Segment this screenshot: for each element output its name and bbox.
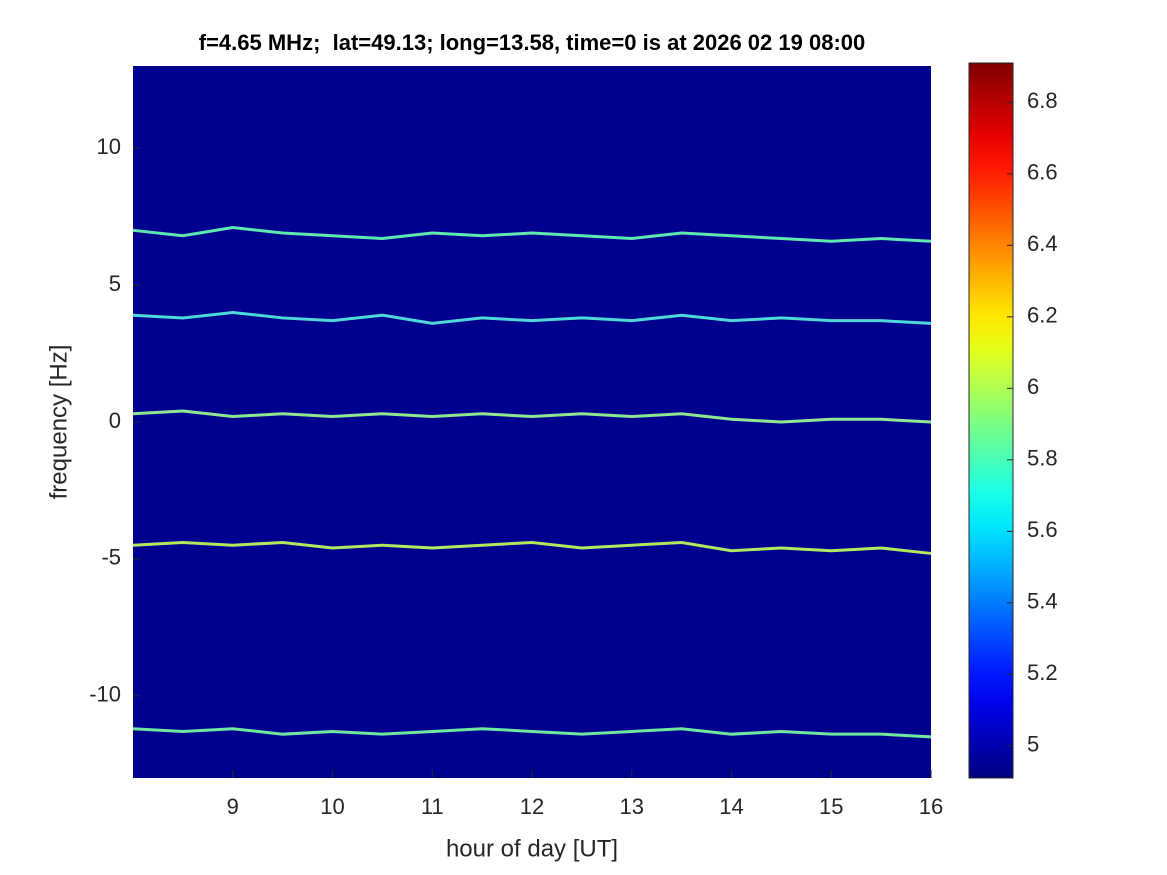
trace	[132, 409, 932, 424]
colorbar-tick-label: 6.8	[1027, 88, 1058, 113]
colorbar-tick-label: 5.4	[1027, 589, 1058, 614]
x-tick-label: 9	[227, 794, 239, 819]
y-axis-label: frequency [Hz]	[45, 345, 72, 500]
x-axis-label: hour of day [UT]	[446, 835, 618, 862]
colorbar-tick-label: 5	[1027, 732, 1039, 757]
colorbar-tick-label: 6.6	[1027, 160, 1058, 185]
y-tick-label: -5	[101, 545, 121, 570]
x-tick-label: 15	[819, 794, 843, 819]
y-tick-label: 5	[109, 271, 121, 296]
y-tick-label: -10	[89, 682, 121, 707]
y-tick-label: 10	[97, 134, 121, 159]
x-tick-label: 14	[719, 794, 743, 819]
trace	[132, 310, 932, 325]
chart-title: f=4.65 MHz; lat=49.13; long=13.58, time=…	[199, 30, 866, 55]
colorbar-tick-label: 5.2	[1027, 660, 1058, 685]
colorbar-tick-label: 6.4	[1027, 231, 1058, 256]
colorbar-tick-label: 5.8	[1027, 446, 1058, 471]
x-tick-label: 12	[520, 794, 544, 819]
trace	[132, 727, 932, 739]
colorbar	[968, 62, 1014, 779]
colorbar-tick-label: 6	[1027, 374, 1039, 399]
y-tick-label: 0	[109, 408, 121, 433]
x-tick-label: 11	[421, 794, 444, 819]
trace	[132, 540, 932, 555]
x-tick-label: 16	[919, 794, 943, 819]
trace	[132, 226, 932, 243]
x-tick-label: 10	[320, 794, 344, 819]
colorbar-tick-label: 6.2	[1027, 303, 1058, 328]
plot-area	[133, 66, 931, 778]
colorbar-tick-label: 5.6	[1027, 517, 1058, 542]
x-tick-label: 13	[620, 794, 644, 819]
